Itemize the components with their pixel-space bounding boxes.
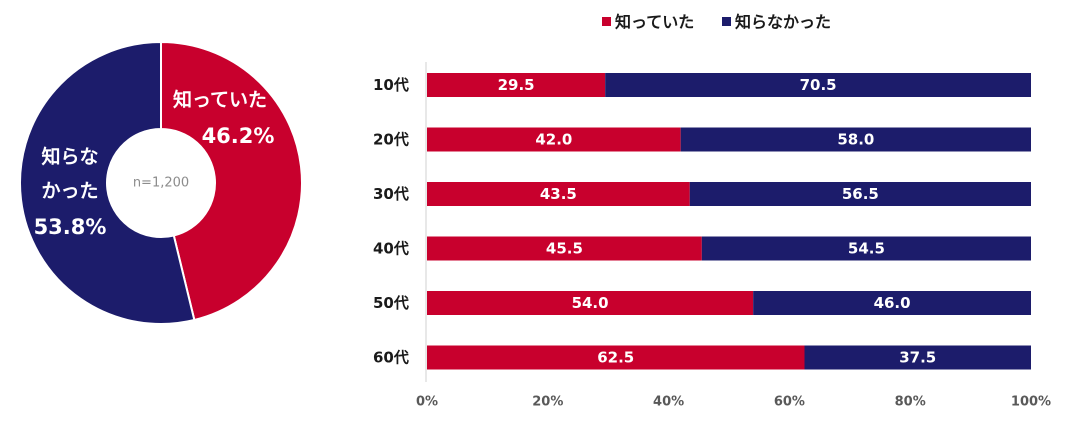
bar-value-label: 54.5 (848, 240, 885, 258)
bar-value-label: 37.5 (899, 349, 936, 367)
bar-value-label: 29.5 (498, 76, 535, 94)
donut-center-label: n=1,200 (133, 176, 189, 191)
x-tick-label: 100% (1011, 395, 1051, 410)
legend-swatch-2 (722, 17, 731, 26)
donut-chart: 知っていた 46.2% 知らなかった 53.8% n=1,200 (19, 40, 303, 325)
x-tick-label: 80% (895, 395, 926, 410)
bar-segment-1 (427, 73, 606, 97)
x-tick-label: 20% (532, 395, 563, 410)
bar-value-label: 45.5 (546, 240, 583, 258)
bar-segment-1 (427, 127, 681, 152)
category-label: 10代 (373, 76, 409, 94)
slice-1-label: 知っていた (173, 88, 267, 111)
bar-segment-2 (605, 73, 1031, 97)
legend-label-2: 知らなかった (735, 13, 831, 32)
donut-slice-2 (19, 40, 196, 325)
bar-value-label: 42.0 (535, 131, 572, 149)
category-label: 40代 (373, 240, 409, 258)
bar-segment-1 (427, 236, 702, 261)
category-label: 20代 (373, 131, 409, 149)
bar-value-label: 43.5 (540, 185, 577, 203)
bar-segment-1 (427, 182, 690, 206)
bar-segment-2 (680, 127, 1031, 152)
x-axis: 0% 20% 40% 60% 80% 100% (416, 62, 1051, 410)
category-label: 50代 (373, 294, 409, 312)
category-label: 30代 (373, 185, 409, 203)
bar-value-label: 70.5 (800, 76, 837, 94)
x-tick-label: 0% (416, 395, 438, 410)
bar-segment-1 (427, 345, 805, 370)
bar-segment-2 (689, 182, 1031, 206)
slice-2-value: 53.8% (34, 215, 107, 239)
x-tick-label: 60% (774, 395, 805, 410)
bar-segment-2 (753, 291, 1031, 315)
bar-value-label: 62.5 (597, 349, 634, 367)
category-label: 60代 (373, 349, 409, 367)
slice-2-label-line-2: かった (41, 180, 98, 202)
stacked-bar-chart: 10代 29.5 70.5 20代 42.0 58.0 30代 43.5 56.5 40代 45.5… (373, 73, 1031, 370)
donut-slice-1 (160, 40, 303, 322)
legend: 知っていた 知らなかった (602, 13, 831, 32)
bar-segment-2 (804, 345, 1031, 370)
x-tick-label: 40% (653, 395, 684, 410)
bar-segment-2 (701, 236, 1031, 261)
bar-value-label: 56.5 (842, 185, 879, 203)
bar-value-label: 54.0 (572, 294, 609, 312)
slice-1-value: 46.2% (202, 124, 275, 148)
legend-swatch-1 (602, 17, 611, 26)
bar-value-label: 46.0 (874, 294, 911, 312)
slice-2-label-line-1: 知らな (41, 145, 98, 168)
legend-label-1: 知っていた (615, 13, 694, 32)
bar-value-label: 58.0 (837, 131, 874, 149)
bar-segment-1 (427, 291, 754, 315)
